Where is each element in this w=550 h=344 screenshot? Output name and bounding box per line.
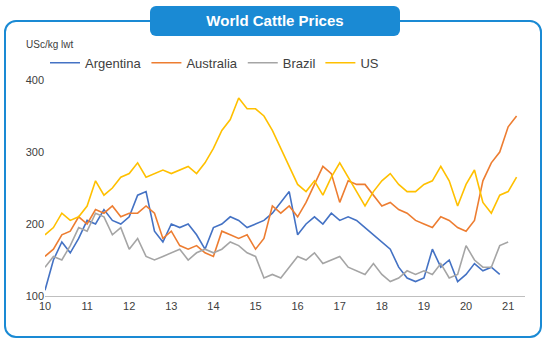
svg-text:Brazil: Brazil bbox=[283, 56, 316, 71]
svg-text:11: 11 bbox=[81, 300, 92, 312]
svg-text:USc/kg lwt: USc/kg lwt bbox=[26, 39, 73, 50]
svg-text:21: 21 bbox=[502, 300, 514, 312]
svg-text:12: 12 bbox=[123, 300, 135, 312]
svg-text:18: 18 bbox=[376, 300, 388, 312]
svg-text:Argentina: Argentina bbox=[85, 56, 141, 71]
html-text:World Cattle Prices: World Cattle Prices bbox=[206, 12, 344, 29]
svg-text:14: 14 bbox=[207, 300, 219, 312]
svg-text:13: 13 bbox=[165, 300, 177, 312]
svg-text:200: 200 bbox=[26, 218, 44, 230]
svg-text:300: 300 bbox=[26, 146, 44, 158]
svg-text:400: 400 bbox=[26, 74, 44, 86]
svg-text:US: US bbox=[360, 56, 378, 71]
svg-text:17: 17 bbox=[334, 300, 346, 312]
svg-text:10: 10 bbox=[39, 300, 51, 312]
svg-text:19: 19 bbox=[418, 300, 430, 312]
svg-text:15: 15 bbox=[249, 300, 261, 312]
svg-text:100: 100 bbox=[26, 290, 44, 302]
svg-text:16: 16 bbox=[292, 300, 304, 312]
svg-text:20: 20 bbox=[460, 300, 472, 312]
svg-text:Australia: Australia bbox=[186, 56, 237, 71]
